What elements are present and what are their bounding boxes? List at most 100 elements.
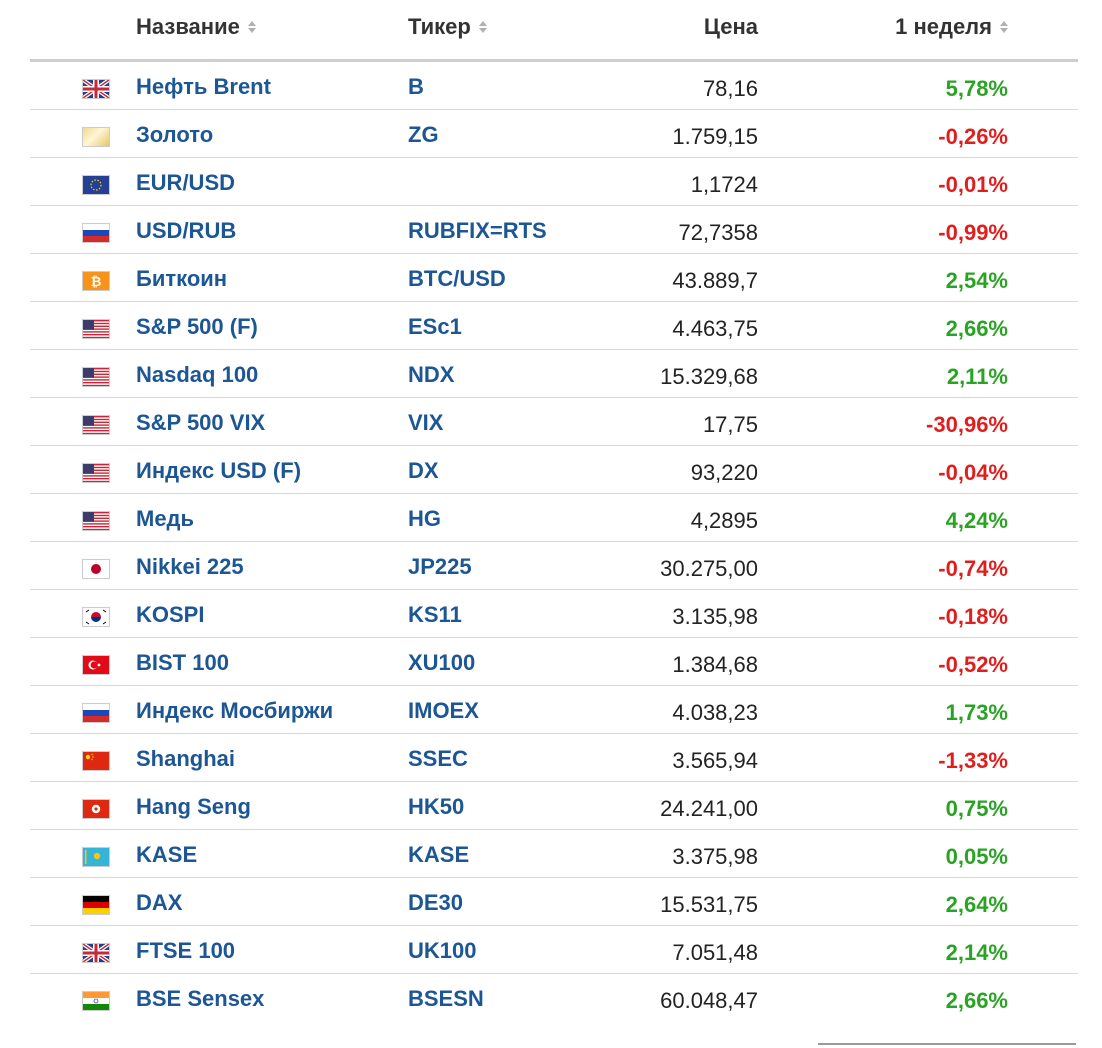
week-change-value: -0,52% [938, 652, 1008, 677]
instrument-name-link[interactable]: Медь [136, 506, 195, 531]
ticker-link[interactable]: B [408, 74, 424, 99]
ru-flag-icon [82, 703, 110, 723]
instrument-name-link[interactable]: BIST 100 [136, 650, 229, 675]
hk-flag-icon [82, 799, 110, 819]
uk-flag-icon [82, 943, 110, 963]
instrument-name-link[interactable]: Nasdaq 100 [136, 362, 259, 387]
ticker-link[interactable]: HG [408, 506, 441, 531]
instrument-name-link[interactable]: Золото [136, 122, 214, 147]
week-change-value: 2,66% [945, 988, 1008, 1013]
table-row: BIST 100 XU100 1.384,68 -0,52% [30, 638, 1078, 686]
column-header-name-label: Название [136, 14, 240, 39]
us-flag-icon [82, 511, 110, 531]
ticker-link[interactable]: ZG [408, 122, 439, 147]
ticker-link[interactable]: HK50 [408, 794, 465, 819]
column-header-price-label: Цена [703, 14, 758, 39]
instrument-name-link[interactable]: FTSE 100 [136, 938, 236, 963]
ticker-link[interactable]: JP225 [408, 554, 472, 579]
instrument-name-link[interactable]: BSE Sensex [136, 986, 265, 1011]
table-row: Nikkei 225 JP225 30.275,00 -0,74% [30, 542, 1078, 590]
instrument-name-link[interactable]: Shanghai [136, 746, 236, 771]
column-header-name[interactable]: Название [136, 14, 256, 40]
column-header-week-label: 1 неделя [895, 14, 992, 39]
price-value: 3.135,98 [672, 604, 758, 629]
ticker-link[interactable]: BSESN [408, 986, 484, 1011]
ticker-link[interactable]: RUBFIX=RTS [408, 218, 547, 243]
ticker-link[interactable]: ESc1 [408, 314, 462, 339]
in-flag-icon [82, 991, 110, 1011]
table-row: Hang Seng HK50 24.241,00 0,75% [30, 782, 1078, 830]
table-row: EUR/USD 1,1724 -0,01% [30, 158, 1078, 206]
instrument-name-link[interactable]: Нефть Brent [136, 74, 271, 99]
week-change-value: 2,66% [945, 316, 1008, 341]
price-value: 17,75 [702, 412, 758, 437]
column-header-price: Цена [704, 14, 758, 40]
ticker-link[interactable]: SSEC [408, 746, 468, 771]
price-value: 4,2895 [690, 508, 758, 533]
quotes-table: Название Тикер Цена 1 неделя Нефть Brent… [30, 0, 1078, 1022]
price-value: 4.463,75 [672, 316, 758, 341]
table-row: DAX DE30 15.531,75 2,64% [30, 878, 1078, 926]
price-value: 3.375,98 [672, 844, 758, 869]
us-flag-icon [82, 463, 110, 483]
table-row: Индекс USD (F) DX 93,220 -0,04% [30, 446, 1078, 494]
column-header-week[interactable]: 1 неделя [895, 14, 1008, 40]
instrument-name-link[interactable]: Hang Seng [136, 794, 251, 819]
price-value: 93,220 [690, 460, 758, 485]
instrument-name-link[interactable]: DAX [136, 890, 183, 915]
table-row: S&P 500 VIX VIX 17,75 -30,96% [30, 398, 1078, 446]
us-flag-icon [82, 415, 110, 435]
ticker-link[interactable]: UK100 [408, 938, 477, 963]
ticker-link[interactable]: XU100 [408, 650, 476, 675]
ticker-link[interactable]: NDX [408, 362, 455, 387]
instrument-name-link[interactable]: Биткоин [136, 266, 228, 291]
price-value: 30.275,00 [660, 556, 758, 581]
week-change-value: 2,54% [945, 268, 1008, 293]
cn-flag-icon [82, 751, 110, 771]
column-header-ticker[interactable]: Тикер [408, 14, 487, 40]
week-change-value: 5,78% [945, 76, 1008, 101]
table-row: Нефть Brent B 78,16 5,78% [30, 62, 1078, 110]
uk-flag-icon [82, 79, 110, 99]
sort-icon[interactable] [1000, 21, 1008, 33]
table-row: S&P 500 (F) ESc1 4.463,75 2,66% [30, 302, 1078, 350]
instrument-name-link[interactable]: KASE [136, 842, 198, 867]
bitcoin-icon: ₿ [82, 271, 110, 291]
sort-icon[interactable] [478, 21, 487, 33]
ru-flag-icon [82, 223, 110, 243]
kr-flag-icon [82, 607, 110, 627]
price-value: 72,7358 [678, 220, 758, 245]
instrument-name-link[interactable]: S&P 500 (F) [136, 314, 258, 339]
sort-icon[interactable] [247, 21, 256, 33]
table-header: Название Тикер Цена 1 неделя [30, 0, 1078, 62]
week-change-value: -0,18% [938, 604, 1008, 629]
us-flag-icon [82, 367, 110, 387]
de-flag-icon [82, 895, 110, 915]
instrument-name-link[interactable]: USD/RUB [136, 218, 237, 243]
instrument-name-link[interactable]: Индекс Мосбиржи [136, 698, 334, 723]
instrument-name-link[interactable]: EUR/USD [136, 170, 236, 195]
week-change-value: -0,26% [938, 124, 1008, 149]
table-row: KASE KASE 3.375,98 0,05% [30, 830, 1078, 878]
gold-icon [82, 127, 110, 147]
price-value: 78,16 [702, 76, 758, 101]
instrument-name-link[interactable]: KOSPI [136, 602, 205, 627]
horizontal-scrollbar[interactable] [818, 1043, 1076, 1045]
table-row: FTSE 100 UK100 7.051,48 2,14% [30, 926, 1078, 974]
ticker-link[interactable]: IMOEX [408, 698, 479, 723]
instrument-name-link[interactable]: Nikkei 225 [136, 554, 244, 579]
week-change-value: -0,04% [938, 460, 1008, 485]
ticker-link[interactable]: DE30 [408, 890, 464, 915]
instrument-name-link[interactable]: S&P 500 VIX [136, 410, 266, 435]
table-body: Нефть Brent B 78,16 5,78% Золото ZG 1.759,15 -0… [30, 62, 1078, 1022]
ticker-link[interactable]: KASE [408, 842, 470, 867]
ticker-link[interactable]: KS11 [408, 602, 462, 627]
kz-flag-icon [82, 847, 110, 867]
ticker-link[interactable]: BTC/USD [408, 266, 506, 291]
instrument-name-link[interactable]: Индекс USD (F) [136, 458, 302, 483]
week-change-value: 2,11% [946, 364, 1008, 389]
ticker-link[interactable]: DX [408, 458, 439, 483]
price-value: 43.889,7 [672, 268, 758, 293]
svg-text:₿: ₿ [91, 275, 102, 290]
ticker-link[interactable]: VIX [408, 410, 444, 435]
